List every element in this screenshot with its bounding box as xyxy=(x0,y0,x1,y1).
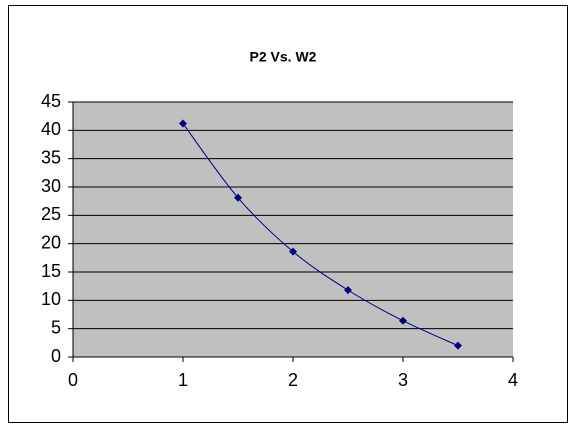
x-tick-label: 0 xyxy=(68,370,78,390)
chart-title: P2 Vs. W2 xyxy=(250,49,317,65)
y-tick-label: 15 xyxy=(41,261,61,281)
plot-area xyxy=(73,102,513,357)
data-point xyxy=(289,247,297,256)
y-tick-label: 20 xyxy=(41,232,61,252)
y-tick-label: 25 xyxy=(41,204,61,224)
x-tick-label: 2 xyxy=(288,370,298,390)
data-point xyxy=(179,119,187,128)
y-tick-label: 45 xyxy=(41,91,61,111)
x-tick-label: 1 xyxy=(178,370,188,390)
data-point xyxy=(399,316,407,325)
x-tick-label: 4 xyxy=(508,370,518,390)
y-tick-label: 5 xyxy=(51,317,61,337)
data-point xyxy=(234,193,242,202)
y-tick-label: 40 xyxy=(41,119,61,139)
y-tick-label: 35 xyxy=(41,147,61,167)
x-tick-label: 3 xyxy=(398,370,408,390)
y-tick-label: 30 xyxy=(41,176,61,196)
data-point xyxy=(344,286,352,295)
y-tick-label: 0 xyxy=(51,346,61,366)
y-tick-label: 10 xyxy=(41,289,61,309)
data-point xyxy=(454,341,462,350)
